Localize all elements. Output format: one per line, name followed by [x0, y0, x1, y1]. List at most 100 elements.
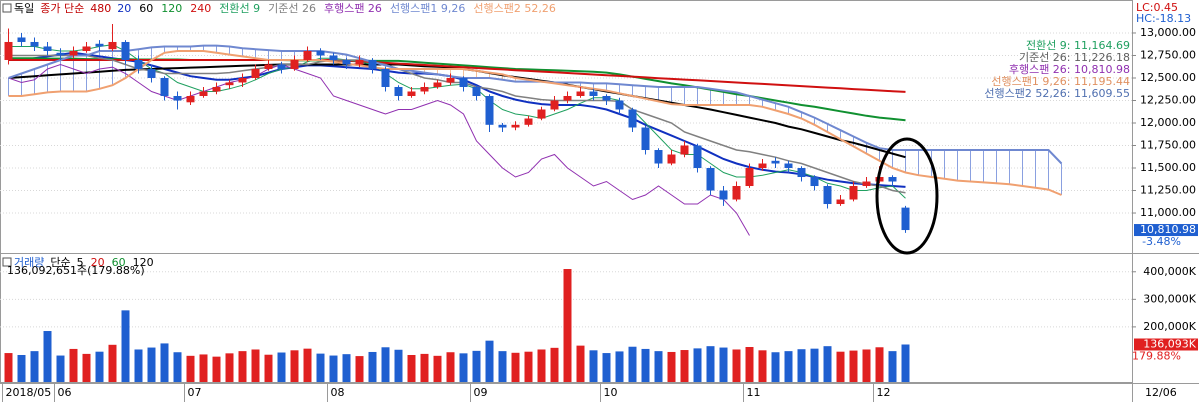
- candle-body: [446, 77, 455, 83]
- volume-bar: [69, 348, 78, 382]
- candle-body: [329, 55, 338, 60]
- legend-item: 5: [77, 256, 84, 269]
- candle-body: [4, 41, 13, 60]
- candle-body: [680, 145, 689, 155]
- volume-bar: [56, 355, 65, 382]
- volume-bar: [654, 351, 663, 382]
- candle-body: [147, 68, 156, 78]
- candle-body: [17, 37, 26, 42]
- candle-body: [758, 163, 767, 169]
- candle-body: [108, 41, 117, 50]
- y-tick-label: 11,250.00: [1140, 184, 1196, 197]
- volume-bar: [95, 351, 104, 382]
- candles: [4, 23, 910, 233]
- volume-bar: [303, 348, 312, 382]
- candle-body: [602, 95, 611, 101]
- candle-body: [485, 95, 494, 125]
- legend-item: 120: [161, 2, 182, 15]
- current-value: 전환선 9: 11,164.69: [1026, 39, 1130, 52]
- volume-bar: [693, 348, 702, 382]
- x-tick-label: 2018/05: [6, 386, 52, 399]
- candle-body: [303, 50, 312, 60]
- legend-item: 선행스팬2 52,26: [473, 2, 555, 15]
- volume-summary: 136,092,651주(179.88%): [7, 264, 145, 277]
- legend-item: 선행스팬1 9,26: [390, 2, 465, 15]
- candle-body: [745, 168, 754, 187]
- volume-bar: [420, 353, 429, 382]
- candle-body: [576, 91, 585, 96]
- volume-bar: [667, 351, 676, 382]
- x-tick-label: 08: [331, 386, 345, 399]
- volume-bar: [225, 353, 234, 382]
- series-line: [8, 59, 906, 93]
- volume-bar: [615, 351, 624, 382]
- corner-label: HC:-18.13: [1136, 12, 1191, 25]
- corner-label: LC:0.45: [1136, 1, 1178, 14]
- candle-body: [173, 95, 182, 101]
- candle-body: [706, 168, 715, 191]
- volume-bar: [862, 349, 871, 382]
- candle-body: [121, 41, 130, 60]
- candle-body: [810, 177, 819, 187]
- legend-item: 후행스팬 26: [324, 2, 382, 15]
- x-tick-label: 09: [474, 386, 488, 399]
- candle-body: [654, 150, 663, 164]
- volume-bar: [511, 352, 520, 382]
- volume-bar: [641, 348, 650, 382]
- volume-bar: [199, 354, 208, 382]
- candle-body: [264, 64, 273, 69]
- candle-body: [186, 95, 195, 103]
- candle-body: [212, 86, 221, 92]
- y-tick-label: 12,250.00: [1140, 93, 1196, 106]
- candle-body: [628, 109, 637, 128]
- legend-item: 20: [117, 2, 131, 15]
- volume-bar: [342, 354, 351, 382]
- candle-body: [43, 46, 52, 51]
- volume-bar: [537, 349, 546, 382]
- candle-body: [251, 68, 260, 78]
- candle-body: [719, 190, 728, 200]
- volume-bar: [316, 353, 325, 382]
- y-tick-label: 11,500.00: [1140, 161, 1196, 174]
- current-value: 후행스팬 26: 10,810.98: [1009, 63, 1130, 76]
- last-price-label: 10,810.98: [1140, 223, 1196, 236]
- y-tick-label: 13,000.00: [1140, 26, 1196, 39]
- highlight-ellipse: [875, 137, 939, 255]
- series-line: [8, 50, 1062, 196]
- volume-bar: [212, 356, 221, 382]
- current-value: 기준선 26: 11,226.18: [1019, 51, 1130, 64]
- volume-bar: [706, 346, 715, 382]
- y-tick-label: 11,000.00: [1140, 206, 1196, 219]
- candle-body: [667, 154, 676, 164]
- x-tick-label: 11: [747, 386, 761, 399]
- legend-item: 60: [139, 2, 153, 15]
- candle-body: [199, 91, 208, 96]
- y-tick-label: 12,500.00: [1140, 71, 1196, 84]
- legend-item: 60: [112, 256, 126, 269]
- x-tick-label: 12: [877, 386, 891, 399]
- volume-bar: [43, 331, 52, 382]
- x-end-label: 12/06: [1145, 386, 1177, 399]
- volume-bar: [459, 353, 468, 382]
- volume-bar: [446, 352, 455, 382]
- candle-body: [615, 100, 624, 110]
- volume-bar: [563, 269, 572, 382]
- candle-body: [316, 50, 325, 56]
- volume-bar: [173, 352, 182, 382]
- legend-item: 거래량: [14, 256, 44, 269]
- candle-body: [589, 91, 598, 96]
- volume-bar: [498, 351, 507, 382]
- x-tick-label: 06: [58, 386, 72, 399]
- volume-bar: [394, 349, 403, 382]
- volume-bar: [888, 351, 897, 382]
- volume-bar: [290, 350, 299, 382]
- candle-body: [134, 59, 143, 69]
- volume-ratio-label: 179.88%: [1132, 349, 1181, 362]
- legend-item: 종가 단순: [40, 2, 84, 15]
- candle-body: [550, 100, 559, 110]
- volume-bar: [550, 347, 559, 382]
- volume-bar: [628, 346, 637, 382]
- volume-bar: [277, 352, 286, 382]
- series-line: [8, 63, 750, 236]
